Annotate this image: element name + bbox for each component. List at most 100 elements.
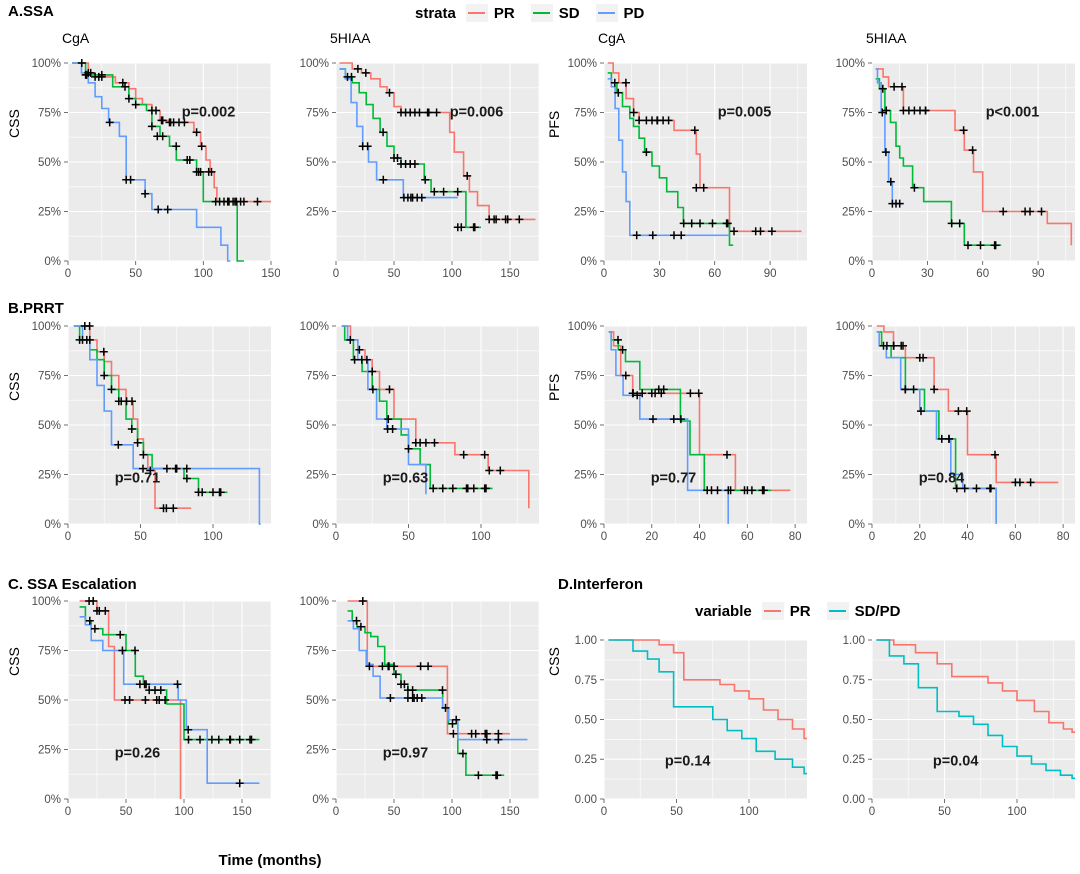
svg-text:1.00: 1.00: [843, 635, 865, 647]
svg-text:75%: 75%: [38, 108, 61, 120]
svg-text:60: 60: [741, 531, 754, 543]
svg-text:0.50: 0.50: [843, 715, 865, 727]
svg-text:0: 0: [333, 268, 339, 280]
svg-text:0: 0: [65, 806, 71, 818]
svg-text:0: 0: [65, 531, 71, 543]
svg-text:90: 90: [1032, 268, 1045, 280]
svg-text:25%: 25%: [38, 470, 61, 482]
svg-text:150: 150: [500, 806, 519, 818]
svg-text:40: 40: [693, 531, 706, 543]
svg-text:0: 0: [869, 268, 875, 280]
svg-text:100: 100: [1007, 806, 1026, 818]
svg-text:0: 0: [333, 806, 339, 818]
svg-text:75%: 75%: [306, 371, 329, 383]
svg-text:0%: 0%: [580, 256, 597, 268]
svg-text:50%: 50%: [306, 157, 329, 169]
svg-text:0: 0: [601, 806, 607, 818]
svg-text:30: 30: [653, 268, 666, 280]
svg-text:100%: 100%: [300, 596, 329, 608]
svg-text:50: 50: [938, 806, 951, 818]
svg-text:100%: 100%: [32, 321, 61, 333]
svg-text:50: 50: [120, 806, 133, 818]
svg-text:100%: 100%: [300, 58, 329, 70]
svg-text:p=0.002: p=0.002: [182, 105, 236, 121]
svg-text:0: 0: [601, 268, 607, 280]
svg-text:0.50: 0.50: [575, 715, 597, 727]
svg-text:50: 50: [134, 531, 147, 543]
svg-text:p=0.77: p=0.77: [651, 470, 697, 486]
svg-text:25%: 25%: [842, 207, 865, 219]
svg-text:100: 100: [194, 268, 213, 280]
svg-text:p=0.71: p=0.71: [115, 470, 161, 486]
svg-text:75%: 75%: [842, 108, 865, 120]
svg-text:0: 0: [869, 531, 875, 543]
svg-text:p=0.26: p=0.26: [115, 745, 161, 761]
svg-text:100%: 100%: [568, 58, 597, 70]
svg-text:0%: 0%: [312, 794, 329, 806]
svg-text:100%: 100%: [568, 321, 597, 333]
svg-text:80: 80: [789, 531, 802, 543]
svg-text:75%: 75%: [574, 108, 597, 120]
svg-text:90: 90: [764, 268, 777, 280]
svg-text:0%: 0%: [44, 256, 61, 268]
svg-text:50%: 50%: [842, 157, 865, 169]
svg-text:50%: 50%: [306, 695, 329, 707]
svg-text:75%: 75%: [38, 371, 61, 383]
svg-text:60: 60: [1009, 531, 1022, 543]
svg-text:20: 20: [645, 531, 658, 543]
svg-text:50: 50: [388, 268, 401, 280]
svg-text:75%: 75%: [306, 108, 329, 120]
svg-text:100: 100: [442, 806, 461, 818]
svg-text:150: 150: [500, 268, 519, 280]
svg-text:0.25: 0.25: [843, 754, 865, 766]
svg-text:100: 100: [203, 531, 222, 543]
svg-text:50%: 50%: [38, 695, 61, 707]
svg-text:30: 30: [921, 268, 934, 280]
svg-text:100%: 100%: [836, 321, 865, 333]
svg-text:100%: 100%: [32, 596, 61, 608]
svg-text:0%: 0%: [44, 519, 61, 531]
svg-text:p=0.14: p=0.14: [665, 754, 711, 770]
svg-text:75%: 75%: [842, 371, 865, 383]
svg-text:50%: 50%: [574, 420, 597, 432]
svg-text:50%: 50%: [38, 420, 61, 432]
svg-text:0.00: 0.00: [843, 794, 865, 806]
svg-text:75%: 75%: [306, 646, 329, 658]
svg-text:100%: 100%: [836, 58, 865, 70]
svg-text:0%: 0%: [848, 256, 865, 268]
svg-text:75%: 75%: [574, 371, 597, 383]
svg-text:25%: 25%: [842, 470, 865, 482]
svg-text:p=0.006: p=0.006: [450, 105, 504, 121]
svg-text:0%: 0%: [312, 519, 329, 531]
svg-text:150: 150: [261, 268, 280, 280]
svg-text:0.00: 0.00: [575, 794, 597, 806]
svg-text:50: 50: [388, 806, 401, 818]
svg-text:p=0.005: p=0.005: [718, 105, 772, 121]
svg-text:0%: 0%: [44, 794, 61, 806]
svg-text:25%: 25%: [306, 745, 329, 757]
svg-text:p<0.001: p<0.001: [986, 105, 1040, 121]
svg-text:p=0.97: p=0.97: [383, 745, 429, 761]
svg-text:0%: 0%: [848, 519, 865, 531]
svg-text:60: 60: [976, 268, 989, 280]
svg-text:0: 0: [65, 268, 71, 280]
svg-text:75%: 75%: [38, 646, 61, 658]
svg-text:100: 100: [174, 806, 193, 818]
svg-text:0: 0: [333, 531, 339, 543]
svg-text:100%: 100%: [32, 58, 61, 70]
svg-text:0.25: 0.25: [575, 754, 597, 766]
svg-text:25%: 25%: [306, 207, 329, 219]
svg-text:25%: 25%: [574, 207, 597, 219]
svg-text:50%: 50%: [574, 157, 597, 169]
svg-text:0.75: 0.75: [843, 675, 865, 687]
svg-text:100%: 100%: [300, 321, 329, 333]
svg-text:25%: 25%: [306, 470, 329, 482]
svg-text:25%: 25%: [38, 745, 61, 757]
svg-text:50: 50: [670, 806, 683, 818]
svg-text:25%: 25%: [574, 470, 597, 482]
svg-text:0.75: 0.75: [575, 675, 597, 687]
svg-text:p=0.04: p=0.04: [933, 754, 979, 770]
svg-text:50%: 50%: [842, 420, 865, 432]
svg-text:100: 100: [471, 531, 490, 543]
svg-text:50: 50: [402, 531, 415, 543]
